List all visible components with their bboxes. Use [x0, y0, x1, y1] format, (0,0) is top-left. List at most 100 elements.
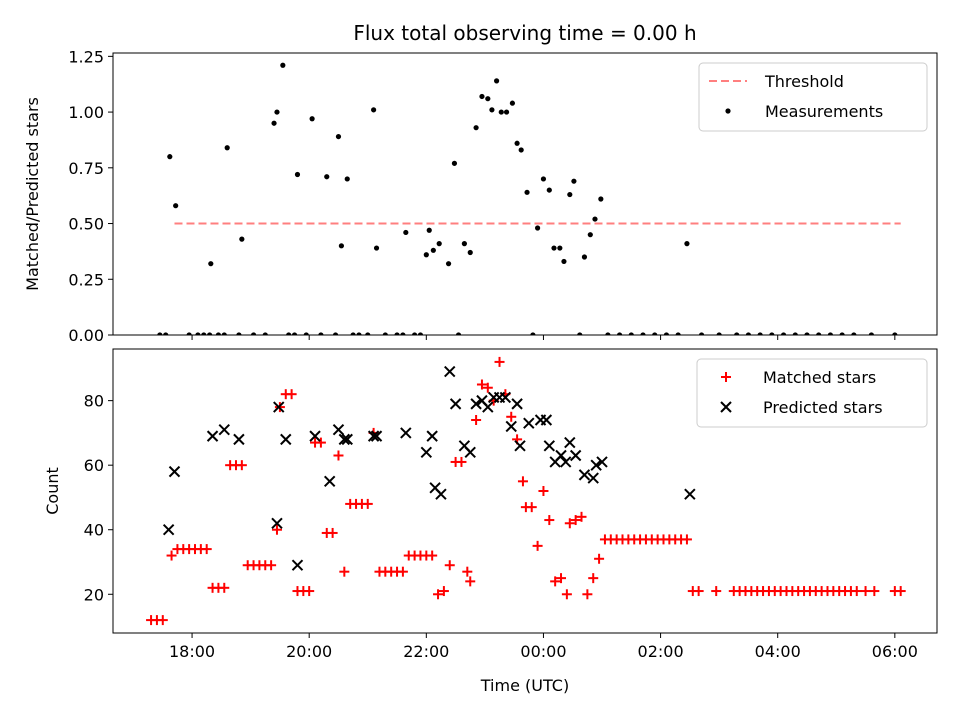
- measurement-point: [291, 332, 298, 335]
- plot-area: [157, 62, 901, 335]
- measurement-point: [663, 332, 670, 335]
- predicted-star-point: [332, 423, 345, 436]
- legend: Threshold Measurements: [698, 62, 928, 132]
- measurement-point: [816, 332, 822, 335]
- measurement-point: [186, 332, 192, 335]
- measurement-point: [382, 332, 388, 335]
- measurement-point: [286, 332, 292, 335]
- predicted-star-point: [499, 391, 512, 404]
- measurement-point: [356, 332, 362, 335]
- predicted-star-point: [505, 420, 517, 433]
- measurement-point: [851, 332, 857, 335]
- matched-star-point: [465, 576, 476, 587]
- measurement-point: [577, 332, 583, 335]
- measurement-point: [163, 332, 169, 335]
- matched-star-point: [327, 527, 338, 538]
- measurement-point: [605, 332, 611, 335]
- measurement-point: [373, 245, 380, 251]
- measurement-point: [461, 241, 467, 247]
- measurement-point: [309, 116, 315, 122]
- measurement-point: [540, 176, 547, 182]
- measurement-point: [280, 62, 286, 68]
- predicted-star-point: [540, 414, 553, 426]
- measurement-point: [498, 109, 504, 115]
- predicted-star-point: [435, 488, 447, 500]
- measurement-point: [195, 332, 201, 335]
- measurement-point: [250, 332, 257, 335]
- measurement-point: [274, 109, 280, 115]
- measurement-point: [294, 171, 301, 178]
- legend: Matched stars Predicted stars: [696, 358, 928, 428]
- predicted-star-point: [555, 449, 567, 462]
- y-tick-label: 1.00: [68, 103, 104, 122]
- measurement-point: [698, 332, 705, 335]
- predicted-star-point: [341, 433, 353, 446]
- axes-frame: [112, 52, 938, 336]
- predicted-star-point: [444, 365, 456, 378]
- y-tick-label: 0.50: [68, 215, 104, 234]
- matched-star-point: [711, 586, 722, 597]
- measurement-point: [571, 178, 577, 184]
- predicted-star-point: [273, 401, 285, 413]
- measurement-point: [652, 332, 658, 335]
- measurement-point: [412, 332, 418, 335]
- y-tick-label: 1.25: [68, 47, 104, 66]
- matched-star-point: [681, 534, 692, 545]
- measurement-point: [445, 261, 452, 267]
- measurement-point: [780, 332, 787, 335]
- measurement-point: [493, 78, 500, 84]
- measurement-point: [598, 196, 604, 202]
- x-tick-label: 06:00: [872, 642, 918, 661]
- legend-label: Threshold: [764, 72, 844, 91]
- predicted-star-point: [523, 417, 535, 429]
- measurement-point: [792, 332, 798, 335]
- measurement-point: [675, 332, 681, 335]
- chart-title: Flux total observing time = 0.00 h: [353, 21, 696, 45]
- predicted-star-point: [206, 430, 219, 442]
- measurement-point: [208, 261, 214, 267]
- predicted-star-point: [420, 446, 433, 458]
- matched-star-point: [315, 437, 326, 448]
- matched-star-point: [166, 550, 177, 561]
- predicted-star-point: [559, 456, 572, 468]
- predicted-star-point: [684, 488, 696, 500]
- measurement-point: [567, 191, 573, 198]
- measurement-point: [530, 332, 536, 335]
- matched-star-point: [588, 573, 599, 584]
- y-tick-label: 80: [84, 392, 104, 411]
- matched-star-point: [333, 450, 344, 461]
- measurement-point: [157, 332, 163, 335]
- matched-star-point: [895, 586, 906, 597]
- measurement-point: [236, 332, 242, 335]
- predicted-star-point: [280, 433, 292, 446]
- measurement-point: [344, 176, 350, 182]
- legend-label: Measurements: [765, 102, 883, 121]
- legend-marker: [721, 372, 731, 382]
- measurement-point: [827, 332, 834, 335]
- matched-star-point: [236, 460, 247, 471]
- predicted-star-point: [426, 430, 438, 442]
- measurement-point: [839, 332, 845, 335]
- measurement-point: [335, 133, 342, 140]
- predicted-star-point: [233, 433, 245, 446]
- matched-star-point: [438, 586, 449, 597]
- matched-star-point: [869, 586, 880, 597]
- measurement-point: [332, 332, 339, 335]
- matched-star-point: [550, 576, 561, 587]
- measurement-point: [215, 332, 222, 335]
- predicted-star-point: [590, 459, 602, 471]
- matched-star-point: [517, 476, 528, 487]
- predicted-star-point: [370, 430, 383, 442]
- measurement-point: [616, 332, 623, 335]
- matched-star-point: [693, 586, 704, 597]
- y-tick-label: 0.25: [68, 270, 104, 289]
- matched-star-point: [427, 550, 438, 561]
- matched-star-point: [576, 511, 587, 522]
- legend-marker: [720, 401, 732, 413]
- predicted-star-point: [367, 430, 380, 442]
- matched-star-point: [339, 566, 350, 577]
- measurement-point: [371, 107, 377, 113]
- measurement-point: [221, 332, 227, 335]
- matched-star-point: [506, 411, 517, 422]
